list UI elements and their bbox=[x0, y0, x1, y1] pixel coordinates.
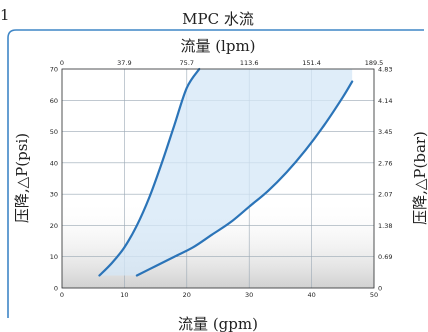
y-tick-label: 70 bbox=[50, 66, 58, 74]
y-tick-label: 40 bbox=[50, 159, 58, 167]
y2-tick-label: 2.07 bbox=[378, 191, 392, 199]
y2-tick-label: 1.38 bbox=[378, 222, 392, 230]
left-axis-label: 压降,△P(psi) bbox=[13, 133, 31, 223]
y2-tick-label: 4.14 bbox=[378, 97, 392, 105]
x-tick-label: 20 bbox=[183, 291, 191, 299]
x-tick-label: 50 bbox=[370, 291, 378, 299]
bottom-axis-label: 流量 (gpm) bbox=[178, 315, 258, 332]
tick-labels: 0 10 20 30 40 500 37.9 75.7 113.6 151.4 189.501020… bbox=[50, 59, 393, 299]
y2-tick-label: 0 bbox=[378, 285, 382, 293]
y-tick-label: 10 bbox=[50, 253, 58, 261]
x-tick-label: 30 bbox=[245, 291, 253, 299]
range-band bbox=[99, 69, 353, 276]
chart-frame bbox=[7, 29, 424, 318]
series-lines bbox=[98, 67, 354, 277]
right-axis-label: 压降,△P(bar) bbox=[411, 131, 428, 225]
y-tick-label: 60 bbox=[50, 97, 58, 105]
x-tick-label: 10 bbox=[120, 291, 128, 299]
y2-tick-label: 2.76 bbox=[378, 159, 392, 167]
y2-tick-label: 0.69 bbox=[378, 253, 392, 261]
plot-border bbox=[61, 68, 375, 289]
x-tick-label: 0 bbox=[60, 291, 64, 299]
chart-title: MPC 水流 bbox=[182, 10, 254, 28]
y-tick-label: 20 bbox=[50, 222, 58, 230]
x2-tick-label: 37.9 bbox=[117, 59, 131, 67]
y-tick-label: 50 bbox=[50, 128, 58, 136]
x2-tick-label: 75.7 bbox=[180, 59, 194, 67]
x2-tick-label: 189.5 bbox=[365, 59, 384, 67]
y-tick-label: 0 bbox=[54, 285, 58, 293]
x2-tick-label: 151.4 bbox=[302, 59, 321, 67]
x2-tick-label: 113.6 bbox=[240, 59, 259, 67]
series-line-2 bbox=[135, 80, 354, 277]
series-line-1 bbox=[98, 67, 201, 277]
corner-mark: 1 bbox=[0, 6, 10, 24]
x2-tick-label: 0 bbox=[60, 59, 64, 67]
top-axis-label: 流量 (lpm) bbox=[180, 37, 255, 55]
y-tick-label: 30 bbox=[50, 191, 58, 199]
y2-tick-label: 4.83 bbox=[378, 66, 392, 74]
x-tick-label: 40 bbox=[307, 291, 315, 299]
y2-tick-label: 3.45 bbox=[378, 128, 392, 136]
